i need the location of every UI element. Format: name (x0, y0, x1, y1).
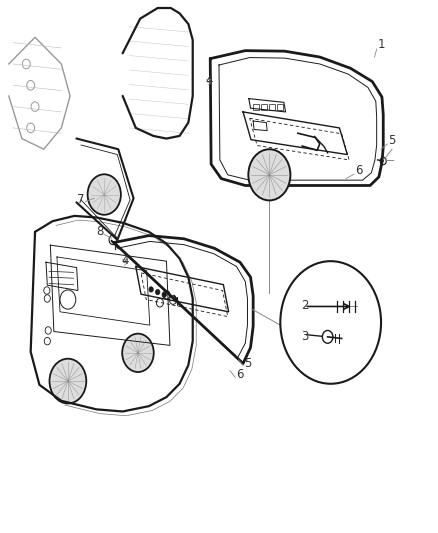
Bar (253, 104, 259, 110)
Circle shape (163, 290, 170, 299)
Circle shape (380, 157, 386, 165)
Circle shape (156, 298, 163, 307)
Text: 6: 6 (355, 164, 362, 177)
Bar (261, 104, 267, 110)
Text: 1: 1 (378, 38, 385, 51)
Circle shape (122, 334, 154, 372)
Text: 4: 4 (206, 74, 213, 87)
Text: 4: 4 (122, 254, 129, 267)
Bar (277, 104, 283, 110)
Circle shape (109, 235, 117, 245)
Circle shape (170, 296, 177, 304)
Circle shape (322, 330, 333, 343)
Circle shape (162, 292, 166, 297)
Bar (269, 104, 275, 110)
Circle shape (88, 174, 121, 215)
Circle shape (149, 287, 153, 292)
Text: 7: 7 (77, 192, 84, 206)
Text: 8: 8 (96, 224, 104, 238)
Text: 6: 6 (237, 368, 244, 382)
Text: 5: 5 (388, 134, 396, 147)
Circle shape (155, 289, 160, 295)
Text: 2: 2 (301, 299, 309, 312)
Text: 5: 5 (244, 357, 252, 370)
Circle shape (280, 261, 381, 384)
Circle shape (49, 359, 86, 403)
Circle shape (248, 149, 290, 200)
Text: 3: 3 (301, 330, 309, 343)
